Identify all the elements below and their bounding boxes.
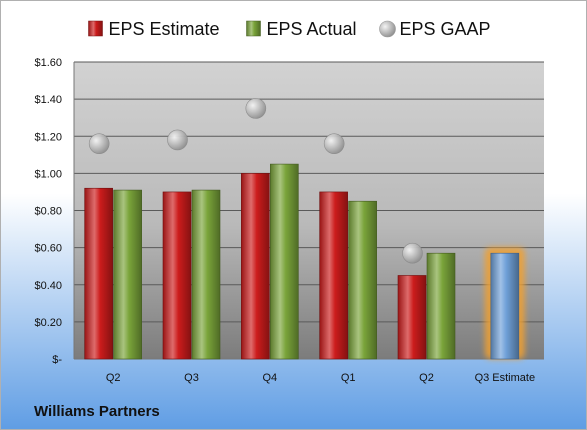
y-tick-label: $0.80 xyxy=(34,206,62,218)
y-tick-label: $0.20 xyxy=(34,317,62,329)
bar-eps-actual xyxy=(113,189,142,360)
company-name: Williams Partners xyxy=(34,403,160,420)
bar-eps-estimate xyxy=(319,191,348,360)
x-tick-label: Q3 xyxy=(184,372,199,384)
legend-label: EPS Estimate xyxy=(109,19,220,39)
y-tick-label: $1.20 xyxy=(34,131,62,143)
x-tick-label: Q2 xyxy=(419,372,434,384)
x-tick-label: Q2 xyxy=(106,372,121,384)
x-tick-label: Q4 xyxy=(262,372,277,384)
eps-gaap-marker xyxy=(245,98,267,119)
eps-gaap-marker xyxy=(167,129,188,151)
bar-q3-estimate xyxy=(490,252,520,360)
bar-eps-actual xyxy=(348,200,377,360)
bar-eps-estimate xyxy=(397,275,427,360)
y-tick-label: $1.00 xyxy=(34,168,62,180)
bar-eps-estimate xyxy=(162,191,192,360)
legend-label: EPS Actual xyxy=(267,19,357,39)
bar-eps-actual xyxy=(426,252,456,360)
eps-gaap-marker xyxy=(323,133,345,154)
x-tick-label: Q3 Estimate xyxy=(475,372,536,384)
bar-eps-estimate xyxy=(84,187,113,360)
legend-swatch-eps-actual xyxy=(246,20,261,37)
y-tick-label: $- xyxy=(52,354,62,366)
bar-eps-estimate xyxy=(241,173,270,360)
y-tick-label: $0.60 xyxy=(34,243,62,255)
bar-eps-actual xyxy=(270,163,299,360)
eps-gaap-marker xyxy=(402,242,423,264)
bar-eps-actual xyxy=(191,189,221,360)
y-tick-label: $0.40 xyxy=(34,280,62,292)
x-tick-label: Q1 xyxy=(341,372,356,384)
y-tick-label: $1.40 xyxy=(34,94,62,106)
y-tick-label: $1.60 xyxy=(34,57,62,69)
legend-swatch-eps-estimate xyxy=(88,20,103,37)
eps-gaap-marker xyxy=(88,133,110,154)
legend-label: EPS GAAP xyxy=(400,19,491,39)
legend-swatch-eps-gaap xyxy=(379,20,396,38)
